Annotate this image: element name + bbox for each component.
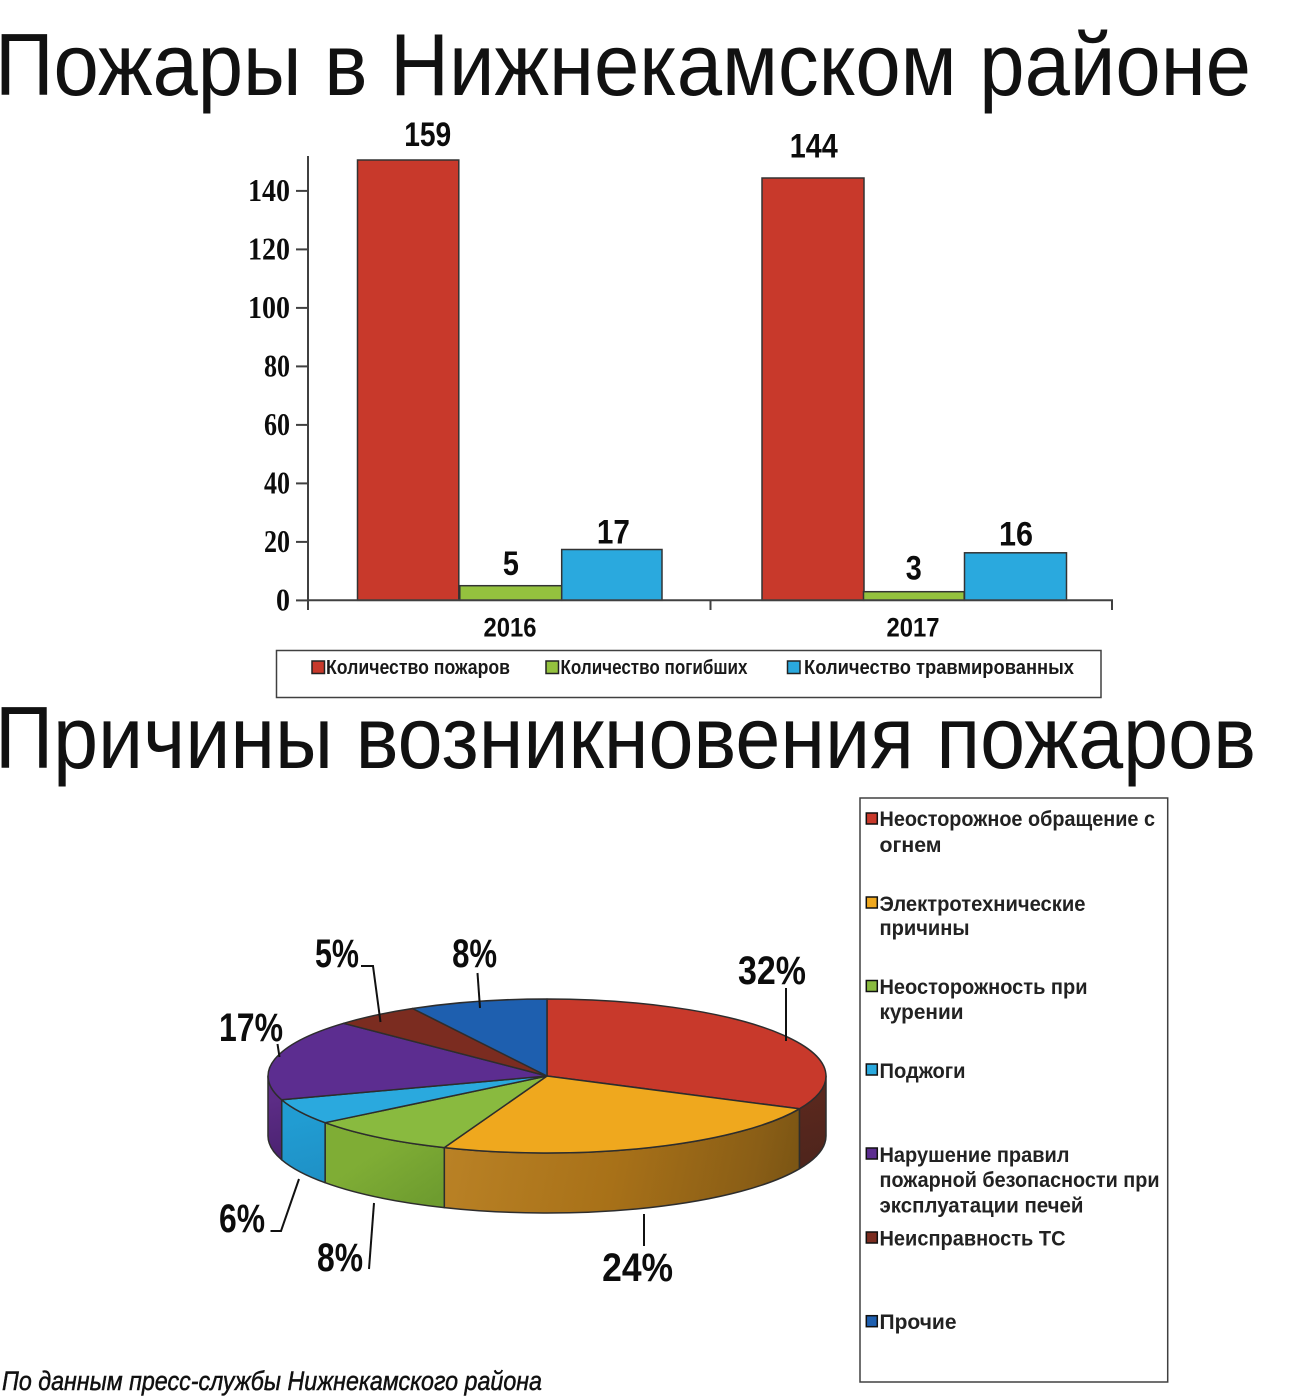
svg-text:3: 3 (906, 549, 922, 587)
svg-text:144: 144 (790, 127, 838, 165)
svg-text:По данным пресс-службы Нижнека: По данным пресс-службы Нижнекамского рай… (2, 1366, 542, 1396)
svg-text:Количество пожаров: Количество пожаров (326, 657, 510, 679)
svg-text:140: 140 (248, 172, 290, 208)
svg-text:20: 20 (264, 523, 290, 559)
svg-text:эксплуатации печей: эксплуатации печей (880, 1193, 1084, 1217)
svg-text:80: 80 (264, 347, 290, 383)
svg-text:огнем: огнем (880, 833, 942, 857)
svg-text:24%: 24% (602, 1246, 673, 1290)
svg-text:16: 16 (999, 515, 1033, 553)
svg-text:Причины возникновения пожаров: Причины возникновения пожаров (0, 688, 1256, 787)
svg-text:159: 159 (404, 116, 451, 154)
svg-text:5%: 5% (315, 932, 359, 976)
svg-text:Количество травмированных: Количество травмированных (804, 657, 1074, 679)
svg-text:Нарушение правил: Нарушение правил (880, 1143, 1070, 1167)
svg-text:32%: 32% (738, 949, 806, 993)
svg-text:причины: причины (880, 916, 970, 940)
svg-text:Пожары в Нижнекамском районе: Пожары в Нижнекамском районе (0, 15, 1251, 114)
svg-text:60: 60 (264, 406, 290, 442)
svg-text:пожарной безопасности при: пожарной безопасности при (880, 1168, 1160, 1192)
svg-text:курении: курении (880, 1000, 964, 1024)
svg-text:5: 5 (503, 545, 519, 583)
svg-text:100: 100 (248, 289, 290, 325)
svg-text:Неисправность ТС: Неисправность ТС (880, 1227, 1066, 1251)
svg-text:17%: 17% (219, 1006, 283, 1050)
svg-text:2017: 2017 (887, 613, 940, 643)
svg-text:Неосторожность при: Неосторожность при (880, 975, 1088, 999)
svg-text:0: 0 (276, 581, 290, 617)
svg-text:Неосторожное обращение с: Неосторожное обращение с (880, 807, 1156, 831)
svg-text:120: 120 (248, 230, 290, 266)
svg-text:8%: 8% (452, 932, 497, 976)
svg-text:40: 40 (264, 464, 290, 500)
svg-text:17: 17 (597, 514, 630, 552)
svg-text:Поджоги: Поджоги (880, 1059, 966, 1083)
svg-text:Прочие: Прочие (880, 1310, 957, 1334)
svg-text:2016: 2016 (484, 613, 537, 643)
svg-text:6%: 6% (219, 1197, 265, 1241)
svg-text:Электротехнические: Электротехнические (880, 892, 1086, 916)
svg-text:Количество погибших: Количество погибших (561, 657, 748, 679)
svg-text:8%: 8% (317, 1236, 363, 1280)
